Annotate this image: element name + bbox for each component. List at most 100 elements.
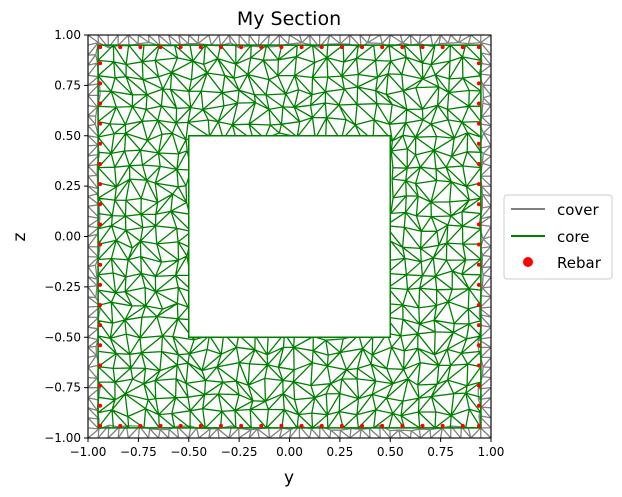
rebar-point bbox=[476, 81, 481, 86]
rebar-point bbox=[360, 45, 365, 50]
rebar-point bbox=[476, 182, 481, 187]
rebar-point bbox=[98, 202, 103, 207]
y-tick-label: −0.25 bbox=[44, 280, 81, 294]
rebar-point bbox=[476, 45, 481, 50]
rebar-point bbox=[299, 45, 304, 50]
rebar-point bbox=[239, 423, 244, 428]
y-tick-label: −1.00 bbox=[44, 431, 81, 445]
rebar-point bbox=[400, 423, 405, 428]
rebar-point bbox=[178, 423, 183, 428]
rebar-point bbox=[98, 323, 103, 328]
rebar-point bbox=[476, 303, 481, 308]
rebar-point bbox=[476, 101, 481, 106]
rebar-point bbox=[380, 423, 385, 428]
rebar-point bbox=[440, 423, 445, 428]
rebar-point bbox=[118, 423, 123, 428]
rebar-point bbox=[118, 45, 123, 50]
rebar-point bbox=[98, 141, 103, 146]
rebar-point bbox=[476, 161, 481, 166]
rebar-point bbox=[476, 323, 481, 328]
rebar-point bbox=[476, 141, 481, 146]
legend-rebar-swatch bbox=[523, 257, 533, 267]
rebar-point bbox=[98, 423, 103, 428]
legend: cover core Rebar bbox=[503, 194, 613, 280]
x-tick-label: 0.75 bbox=[427, 445, 454, 459]
rebar-point bbox=[476, 423, 481, 428]
rebar-point bbox=[218, 45, 223, 50]
rebar-point bbox=[178, 45, 183, 50]
rebar-point bbox=[98, 262, 103, 267]
y-tick-label: 1.00 bbox=[54, 28, 81, 42]
x-axis-ticks: −1.00 −0.75 −0.50 −0.25 0.00 0.25 0.50 0.75 1.00 bbox=[70, 438, 505, 459]
rebar-point bbox=[98, 403, 103, 408]
rebar-point bbox=[98, 222, 103, 227]
y-axis-label: z bbox=[10, 232, 30, 241]
rebar-point bbox=[279, 423, 284, 428]
rebar-point bbox=[218, 423, 223, 428]
rebar-point bbox=[138, 423, 143, 428]
rebar-point bbox=[400, 45, 405, 50]
rebar-point bbox=[476, 363, 481, 368]
x-tick-label: 0.25 bbox=[327, 445, 354, 459]
x-tick-label: −0.25 bbox=[221, 445, 258, 459]
rebar-point bbox=[476, 121, 481, 126]
core-hole-outline bbox=[188, 135, 391, 338]
rebar-point bbox=[239, 45, 244, 50]
legend-core-label: core bbox=[557, 228, 590, 246]
rebar-point bbox=[158, 423, 163, 428]
rebar-point bbox=[98, 182, 103, 187]
rebar-point bbox=[360, 423, 365, 428]
rebar-point bbox=[476, 343, 481, 348]
rebar-point bbox=[98, 61, 103, 66]
x-tick-label: −1.00 bbox=[70, 445, 107, 459]
y-axis-ticks: −1.00 −0.75 −0.50 −0.25 0.00 0.25 0.50 0.75 1.00 bbox=[44, 28, 88, 445]
rebar-point bbox=[476, 222, 481, 227]
rebar-point bbox=[460, 423, 465, 428]
rebar-point bbox=[198, 45, 203, 50]
rebar-point bbox=[299, 423, 304, 428]
rebar-points bbox=[98, 45, 481, 428]
rebar-point bbox=[98, 161, 103, 166]
y-tick-label: 0.75 bbox=[54, 78, 81, 92]
rebar-point bbox=[319, 45, 324, 50]
x-tick-label: −0.75 bbox=[120, 445, 157, 459]
rebar-point bbox=[420, 45, 425, 50]
y-tick-label: 0.50 bbox=[54, 129, 81, 143]
rebar-point bbox=[98, 383, 103, 388]
rebar-point bbox=[98, 363, 103, 368]
rebar-point bbox=[339, 45, 344, 50]
core-outer-outline bbox=[97, 44, 482, 429]
x-axis-label: y bbox=[284, 468, 294, 488]
x-tick-label: 1.00 bbox=[478, 445, 505, 459]
rebar-point bbox=[476, 282, 481, 287]
rebar-point bbox=[138, 45, 143, 50]
x-tick-label: −0.50 bbox=[170, 445, 207, 459]
rebar-point bbox=[476, 202, 481, 207]
rebar-point bbox=[98, 343, 103, 348]
rebar-point bbox=[198, 423, 203, 428]
rebar-point bbox=[476, 242, 481, 247]
core-mesh bbox=[97, 44, 482, 429]
rebar-point bbox=[98, 303, 103, 308]
rebar-point bbox=[98, 282, 103, 287]
rebar-point bbox=[98, 242, 103, 247]
rebar-point bbox=[380, 45, 385, 50]
rebar-point bbox=[339, 423, 344, 428]
rebar-point bbox=[476, 403, 481, 408]
rebar-point bbox=[98, 101, 103, 106]
y-tick-label: −0.50 bbox=[44, 330, 81, 344]
y-tick-label: 0.25 bbox=[54, 179, 81, 193]
rebar-point bbox=[476, 383, 481, 388]
legend-rebar-label: Rebar bbox=[557, 254, 602, 272]
x-tick-label: 0.50 bbox=[377, 445, 404, 459]
rebar-point bbox=[476, 262, 481, 267]
legend-cover-label: cover bbox=[557, 201, 600, 219]
rebar-point bbox=[420, 423, 425, 428]
rebar-point bbox=[98, 45, 103, 50]
rebar-point bbox=[98, 121, 103, 126]
rebar-point bbox=[279, 45, 284, 50]
rebar-point bbox=[259, 423, 264, 428]
rebar-point bbox=[476, 61, 481, 66]
rebar-point bbox=[259, 45, 264, 50]
